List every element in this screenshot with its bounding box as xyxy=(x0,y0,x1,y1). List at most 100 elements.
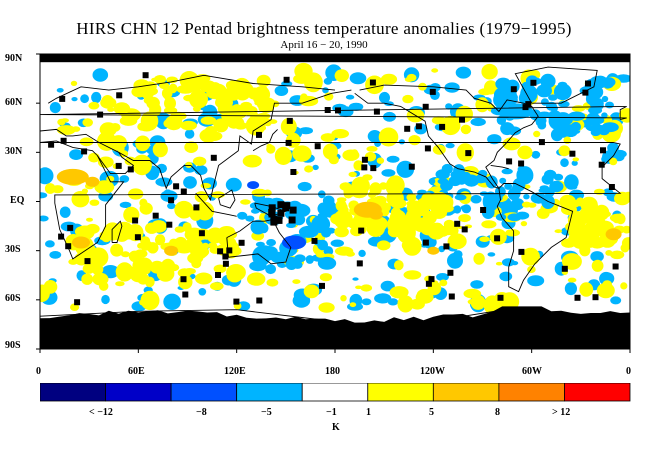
missing-north-cap xyxy=(40,54,630,63)
anomaly-patch xyxy=(481,220,497,229)
colorbar-label-7: > 12 xyxy=(552,407,571,418)
anomaly-patch xyxy=(485,175,498,189)
lat-tick-30s: 30S xyxy=(5,244,21,255)
anomaly-patch xyxy=(298,127,313,135)
anomaly-patch xyxy=(526,174,534,181)
colorbar-unit: K xyxy=(332,422,340,433)
anomaly-patch xyxy=(45,240,55,248)
anomaly-patch xyxy=(206,87,224,100)
anomaly-patch xyxy=(369,182,382,196)
anomaly-patch xyxy=(601,122,619,133)
missing-cell xyxy=(288,216,296,224)
missing-cell xyxy=(425,280,432,287)
colorbar-label-3: −1 xyxy=(326,407,337,418)
anomaly-patch xyxy=(49,251,62,259)
anomaly-patch xyxy=(591,116,599,125)
anomaly-patch xyxy=(334,226,349,238)
anomaly-patch xyxy=(303,284,320,299)
anomaly-patch xyxy=(460,205,469,211)
anomaly-patch xyxy=(499,271,513,282)
anomaly-patch xyxy=(294,254,306,263)
coastline-antarctica xyxy=(40,307,630,329)
anomaly-patch xyxy=(505,229,520,237)
missing-cell xyxy=(268,210,276,218)
anomaly-patch xyxy=(348,171,357,178)
anomaly-patch xyxy=(177,268,192,278)
anomaly-patch xyxy=(366,146,378,152)
missing-cell xyxy=(256,297,263,304)
anomaly-patch xyxy=(248,115,266,126)
missing-cell xyxy=(373,108,380,115)
lon-tick-180: 180 xyxy=(325,366,340,377)
missing-cell xyxy=(592,294,599,301)
missing-cell xyxy=(84,258,91,265)
anomaly-core xyxy=(282,235,306,250)
anomaly-core xyxy=(482,191,499,212)
coastline-madagascar xyxy=(111,220,123,243)
anomaly-patch xyxy=(137,242,144,249)
missing-cell xyxy=(173,183,180,190)
anomaly-patch xyxy=(328,155,339,165)
anomaly-patch xyxy=(240,199,251,205)
anomaly-patch xyxy=(225,177,242,192)
anomaly-patch xyxy=(396,222,416,244)
missing-cell xyxy=(522,104,529,111)
anomaly-patch xyxy=(59,206,71,218)
anomaly-patch xyxy=(590,251,604,262)
anomaly-patch xyxy=(416,288,434,301)
colorbar-label-4: 1 xyxy=(366,407,371,418)
coastline-south-america xyxy=(496,183,574,293)
anomaly-patch xyxy=(334,69,349,82)
missing-cell xyxy=(67,224,74,231)
anomaly-patch xyxy=(612,215,622,224)
anomaly-patch xyxy=(247,272,266,286)
missing-cell xyxy=(461,226,468,233)
anomaly-patch xyxy=(168,84,176,90)
anomaly-core xyxy=(605,228,622,241)
anomaly-patch xyxy=(558,100,570,108)
anomaly-patch xyxy=(88,101,100,110)
anomaly-patch xyxy=(189,89,208,109)
anomaly-patch xyxy=(601,112,608,119)
anomaly-patch xyxy=(154,75,166,84)
anomaly-patch xyxy=(237,211,248,220)
anomaly-patch xyxy=(361,298,372,306)
anomaly-patch xyxy=(115,262,134,282)
lon-tick-60w: 60W xyxy=(522,366,542,377)
anomaly-patch xyxy=(447,233,467,250)
missing-cell xyxy=(166,221,173,228)
colorbar-bin xyxy=(236,383,303,402)
missing-cell xyxy=(275,216,283,224)
anomaly-patch xyxy=(110,243,124,257)
anomaly-patch xyxy=(557,81,568,88)
coastline-new-guinea xyxy=(254,202,288,217)
missing-cell xyxy=(60,137,67,144)
anomaly-patch xyxy=(507,213,522,222)
anomaly-patch xyxy=(317,239,328,251)
anomaly-patch xyxy=(601,77,616,88)
anomaly-patch xyxy=(470,194,482,204)
anomaly-patch xyxy=(144,276,155,288)
anomaly-patch xyxy=(167,202,176,210)
anomaly-patch xyxy=(69,149,84,161)
anomaly-patch xyxy=(517,145,533,160)
missing-cell xyxy=(74,299,81,306)
anomaly-patch xyxy=(342,149,360,161)
missing-cell xyxy=(283,202,291,210)
anomaly-patch xyxy=(164,96,176,110)
anomaly-patch xyxy=(590,240,605,249)
anomaly-patch xyxy=(141,265,151,275)
anomaly-patch xyxy=(326,227,336,234)
anomaly-patch xyxy=(431,68,439,73)
anomaly-patch xyxy=(349,72,367,85)
anomaly-patch xyxy=(502,137,521,151)
anomaly-patch xyxy=(478,88,493,96)
colorbar xyxy=(40,383,631,402)
anomaly-patch xyxy=(564,174,579,190)
missing-cell xyxy=(518,160,525,167)
anomaly-patch xyxy=(460,124,472,135)
anomaly-patch xyxy=(317,202,329,215)
missing-cell xyxy=(422,239,429,246)
missing-cell xyxy=(238,239,245,246)
missing-cell xyxy=(404,125,411,132)
